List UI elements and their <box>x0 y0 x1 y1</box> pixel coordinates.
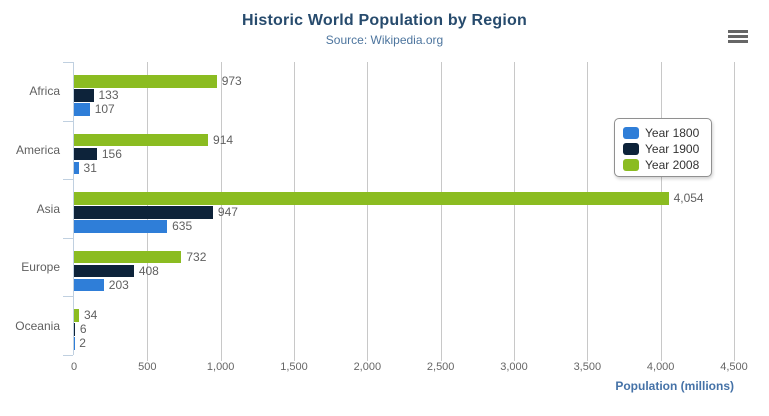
x-tick-label-1-500: 1,500 <box>280 361 308 373</box>
x-tick-label-1-000: 1,000 <box>206 361 235 373</box>
gridline <box>587 62 589 355</box>
y-axis-tick <box>63 62 73 63</box>
data-label-year-1800-america: 31 <box>83 160 97 175</box>
y-axis-tick <box>63 121 73 122</box>
data-label-year-1800-africa: 107 <box>94 102 115 116</box>
data-label-year-2008-oceania: 34 <box>83 308 98 323</box>
data-label-year-1900-oceania: 6 <box>79 322 87 337</box>
x-tick-label-3-500: 3,500 <box>573 361 602 373</box>
chart-subtitle: Source: Wikipedia.org <box>325 33 444 47</box>
legend-swatch-year-1900 <box>623 143 639 155</box>
data-label-year-1900-asia: 947 <box>217 205 238 220</box>
x-axis-tick <box>660 355 662 361</box>
legend-label: Year 1800 <box>645 126 700 140</box>
gridline <box>294 62 295 355</box>
gridline <box>660 62 662 355</box>
y-axis-tick <box>63 355 73 356</box>
bar-year-1900-oceania[interactable] <box>74 323 75 336</box>
bar-year-2008-oceania[interactable] <box>74 309 79 322</box>
x-axis-tick <box>734 355 735 361</box>
gridline <box>220 62 222 355</box>
y-axis-tick <box>63 238 73 239</box>
data-label-year-1900-europe: 408 <box>138 263 159 278</box>
category-label-africa: Africa <box>29 84 60 99</box>
x-axis-tick <box>294 355 295 361</box>
category-label-europe: Europe <box>21 260 60 275</box>
data-label-year-2008-america: 914 <box>213 132 234 147</box>
legend-swatch-year-2008 <box>623 159 639 171</box>
x-tick-label-500: 500 <box>138 361 157 373</box>
gridline <box>734 62 735 355</box>
x-axis-tick <box>514 355 515 361</box>
bar-year-1900-africa[interactable] <box>74 89 94 102</box>
bar-year-2008-asia[interactable] <box>74 192 669 205</box>
bar-year-2008-america[interactable] <box>74 133 209 147</box>
data-label-year-1800-europe: 203 <box>108 277 129 292</box>
chart-title: Historic World Population by Region <box>242 12 527 29</box>
bar-year-2008-europe[interactable] <box>74 250 182 264</box>
gridline <box>440 62 442 355</box>
category-label-america: America <box>15 142 60 157</box>
data-label-year-1900-africa: 133 <box>98 88 119 102</box>
bar-year-2008-africa[interactable] <box>74 75 217 88</box>
x-axis-tick <box>147 355 149 361</box>
bar-year-1800-asia[interactable] <box>74 220 168 233</box>
hamburger-menu-icon <box>728 29 748 33</box>
legend-label: Year 2008 <box>645 158 700 172</box>
plot-area: 107 133 973 31 156 914 635 947 4,054 203 408 732 2 6 3… <box>63 62 735 361</box>
legend-item-year-1800[interactable]: Year 1800 <box>623 125 711 141</box>
gridline <box>367 62 369 355</box>
legend-item-year-1900[interactable]: Year 1900 <box>623 141 711 157</box>
data-label-year-1900-america: 156 <box>101 146 122 161</box>
x-axis-tick <box>367 355 369 361</box>
bar-year-1800-america[interactable] <box>74 161 79 175</box>
x-tick-label-3-000: 3,000 <box>500 361 528 373</box>
x-axis-tick <box>440 355 442 361</box>
x-tick-label-4-500: 4,500 <box>720 361 748 373</box>
legend-item-year-2008[interactable]: Year 2008 <box>623 157 711 173</box>
data-label-year-2008-europe: 732 <box>186 249 207 264</box>
x-tick-label-0: 0 <box>70 361 78 373</box>
legend-label: Year 1900 <box>645 142 700 156</box>
data-label-year-1800-asia: 635 <box>172 219 193 234</box>
x-tick-label-4-000: 4,000 <box>646 361 675 373</box>
bar-year-1900-america[interactable] <box>74 147 97 161</box>
x-tick-label-2-000: 2,000 <box>353 361 382 373</box>
x-tick-label-2-500: 2,500 <box>426 361 455 373</box>
x-axis-title: Population (millions) <box>615 379 734 393</box>
y-axis-tick <box>63 296 73 297</box>
category-label-oceania: Oceania <box>15 318 60 333</box>
context-menu-button[interactable] <box>725 20 751 40</box>
category-label-asia: Asia <box>36 201 60 216</box>
data-label-year-2008-africa: 973 <box>221 74 242 88</box>
data-label-year-2008-asia: 4,054 <box>673 191 704 206</box>
data-label-year-1800-oceania: 2 <box>79 336 86 351</box>
bar-year-1900-asia[interactable] <box>74 206 213 219</box>
bar-year-1800-africa[interactable] <box>74 103 90 116</box>
y-axis-tick <box>63 179 73 180</box>
x-axis-tick <box>587 355 589 361</box>
legend-swatch-year-1800 <box>623 127 639 139</box>
bar-year-1800-europe[interactable] <box>74 278 104 292</box>
y-axis-line <box>73 62 74 355</box>
gridline <box>514 62 515 355</box>
bar-year-1900-europe[interactable] <box>74 264 134 278</box>
x-axis-tick <box>220 355 222 361</box>
legend: Year 1800 Year 1900 Year 2008 <box>614 118 712 177</box>
